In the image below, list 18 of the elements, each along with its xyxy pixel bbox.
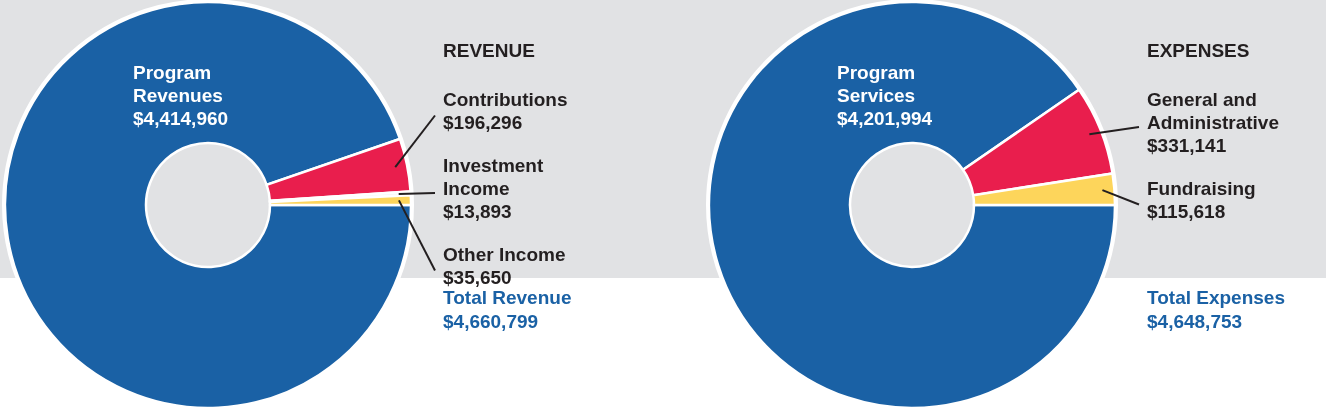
slice-label: Other Income [443,244,566,265]
text: EXPENSES [1147,40,1250,61]
text: Total Revenue $4,660,799 [443,287,572,332]
slice-label: Fundraising [1147,178,1256,199]
data-label: $4,414,960 [133,108,229,129]
text: Total Expenses $4,648,753 [1147,287,1285,332]
data-label: $115,618 [1147,201,1226,222]
slice-label: General and Administrative [1147,89,1279,133]
data-label: $35,650 [443,267,512,288]
slice-label: Investment Income [443,155,544,199]
data-label: $13,893 [443,201,512,222]
text: REVENUE [443,40,535,61]
data-label: $196,296 [443,112,523,133]
data-label: $331,141 [1147,135,1227,156]
slice-label: Contributions [443,89,568,110]
slice-label: Program Revenues [133,62,223,106]
data-label: $4,201,994 [837,108,933,129]
slice-label: Program Services [837,62,916,106]
